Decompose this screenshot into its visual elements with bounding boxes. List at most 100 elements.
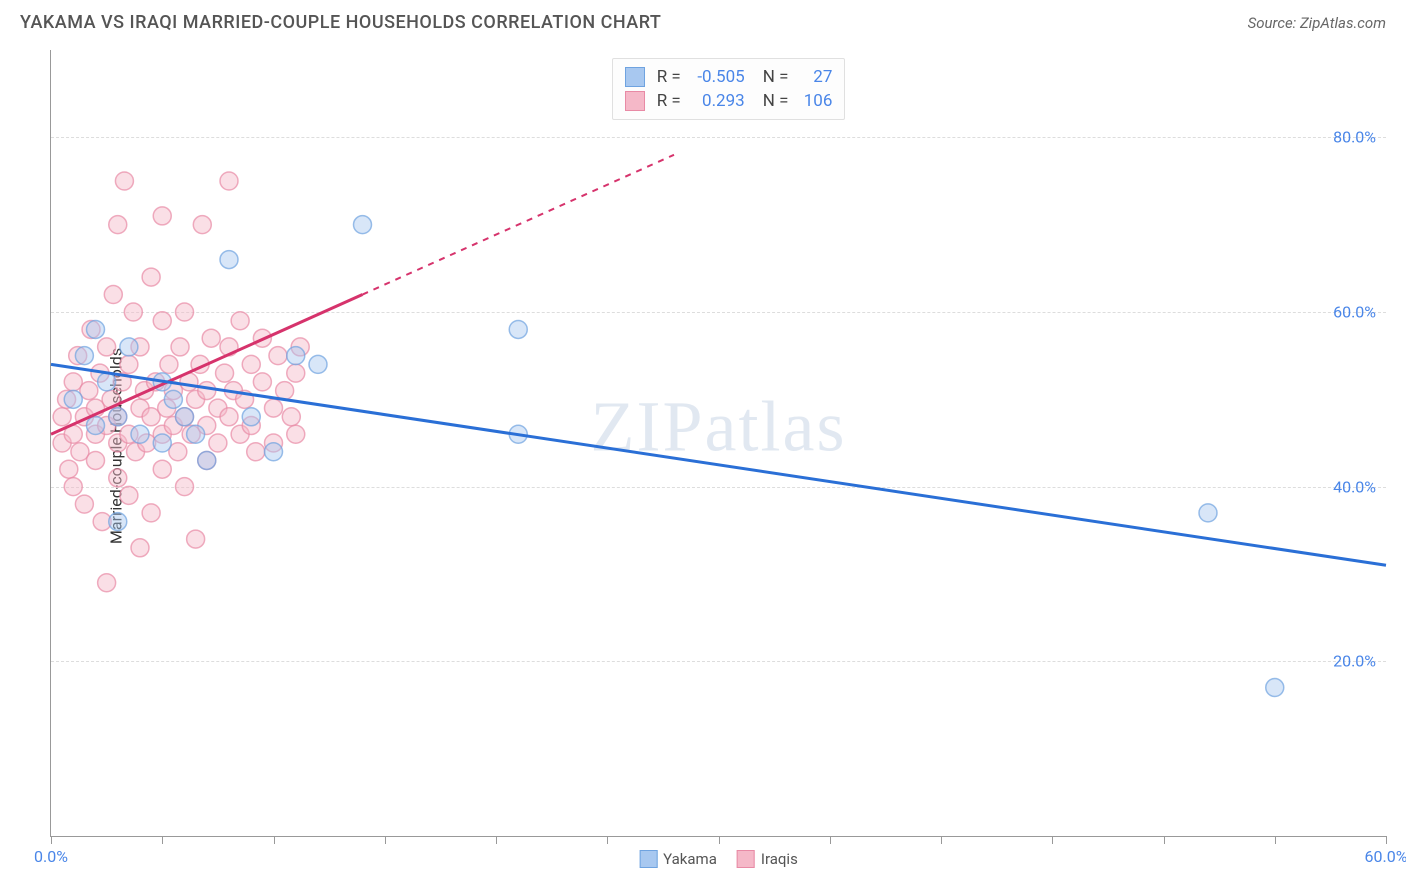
stats-r-value: 0.293 — [689, 91, 745, 111]
scatter-point — [164, 390, 182, 408]
scatter-point — [269, 347, 287, 365]
x-tick — [719, 836, 720, 844]
scatter-point — [98, 338, 116, 356]
scatter-point — [153, 207, 171, 225]
scatter-point — [87, 417, 105, 435]
scatter-point — [309, 355, 327, 373]
scatter-point — [87, 451, 105, 469]
scatter-point — [265, 399, 283, 417]
scatter-point — [120, 486, 138, 504]
scatter-point — [187, 425, 205, 443]
scatter-point — [220, 251, 238, 269]
trend-line — [51, 364, 1386, 565]
scatter-point — [198, 451, 216, 469]
scatter-point — [253, 373, 271, 391]
scatter-point — [87, 320, 105, 338]
scatter-point — [142, 268, 160, 286]
x-tick — [1275, 836, 1276, 844]
scatter-point — [109, 513, 127, 531]
trend-line-dashed — [363, 155, 675, 295]
scatter-point — [354, 216, 372, 234]
scatter-point — [202, 329, 220, 347]
legend-label: Yakama — [663, 850, 717, 868]
x-tick — [496, 836, 497, 844]
x-tick-label: 0.0% — [34, 847, 68, 866]
scatter-point — [104, 286, 122, 304]
scatter-point — [64, 390, 82, 408]
x-tick — [830, 836, 831, 844]
scatter-point — [142, 504, 160, 522]
scatter-point — [153, 460, 171, 478]
stats-r-label: R = — [657, 91, 681, 111]
stats-n-value: 106 — [796, 91, 832, 111]
legend-swatch — [737, 850, 755, 868]
scatter-point — [64, 478, 82, 496]
scatter-point — [1266, 679, 1284, 697]
chart-title: YAKAMA VS IRAQI MARRIED-COUPLE HOUSEHOLD… — [20, 12, 661, 33]
scatter-point — [220, 408, 238, 426]
scatter-point — [98, 574, 116, 592]
scatter-point — [242, 408, 260, 426]
scatter-point — [265, 443, 283, 461]
stats-box: R =-0.505N =27R =0.293N =106 — [612, 58, 846, 120]
scatter-point — [124, 303, 142, 321]
scatter-point — [109, 469, 127, 487]
stats-n-label: N = — [763, 67, 789, 87]
scatter-point — [1199, 504, 1217, 522]
scatter-point — [131, 539, 149, 557]
x-tick-label: 60.0% — [1365, 847, 1406, 866]
x-tick — [1052, 836, 1053, 844]
x-tick — [1386, 836, 1387, 844]
x-tick — [162, 836, 163, 844]
plot-area: ZIPatlas 20.0%40.0%60.0%80.0% 0.0%60.0% … — [50, 50, 1386, 837]
chart-header: YAKAMA VS IRAQI MARRIED-COUPLE HOUSEHOLD… — [0, 0, 1406, 41]
scatter-point — [120, 355, 138, 373]
scatter-point — [282, 408, 300, 426]
scatter-point — [153, 434, 171, 452]
scatter-point — [75, 347, 93, 365]
scatter-point — [242, 355, 260, 373]
scatter-point — [160, 355, 178, 373]
scatter-point — [247, 443, 265, 461]
scatter-point — [98, 373, 116, 391]
stats-row: R =-0.505N =27 — [625, 65, 833, 89]
legend-swatch — [625, 91, 645, 111]
chart-container: YAKAMA VS IRAQI MARRIED-COUPLE HOUSEHOLD… — [0, 0, 1406, 892]
x-tick — [274, 836, 275, 844]
scatter-point — [209, 434, 227, 452]
legend-label: Iraqis — [761, 850, 798, 868]
scatter-point — [231, 312, 249, 330]
scatter-point — [176, 408, 194, 426]
scatter-point — [176, 478, 194, 496]
scatter-point — [187, 530, 205, 548]
x-tick — [607, 836, 608, 844]
legend-item: Yakama — [639, 850, 717, 868]
legend-item: Iraqis — [737, 850, 798, 868]
x-tick — [385, 836, 386, 844]
scatter-point — [60, 460, 78, 478]
scatter-point — [115, 172, 133, 190]
scatter-point — [216, 364, 234, 382]
stats-row: R =0.293N =106 — [625, 89, 833, 113]
scatter-point — [287, 347, 305, 365]
stats-r-label: R = — [657, 67, 681, 87]
x-tick — [51, 836, 52, 844]
source-label: Source: ZipAtlas.com — [1248, 14, 1386, 32]
scatter-point — [53, 408, 71, 426]
scatter-point — [75, 495, 93, 513]
legend-swatch — [625, 67, 645, 87]
scatter-point — [120, 338, 138, 356]
bottom-legend: Yakama Iraqis — [639, 850, 798, 868]
scatter-point — [509, 320, 527, 338]
scatter-point — [198, 382, 216, 400]
scatter-point — [287, 364, 305, 382]
scatter-point — [287, 425, 305, 443]
scatter-point — [109, 408, 127, 426]
x-tick — [1164, 836, 1165, 844]
scatter-point — [109, 216, 127, 234]
stats-r-value: -0.505 — [689, 67, 745, 87]
scatter-point — [176, 303, 194, 321]
scatter-point — [153, 312, 171, 330]
scatter-point — [276, 382, 294, 400]
plot-svg — [51, 50, 1386, 836]
